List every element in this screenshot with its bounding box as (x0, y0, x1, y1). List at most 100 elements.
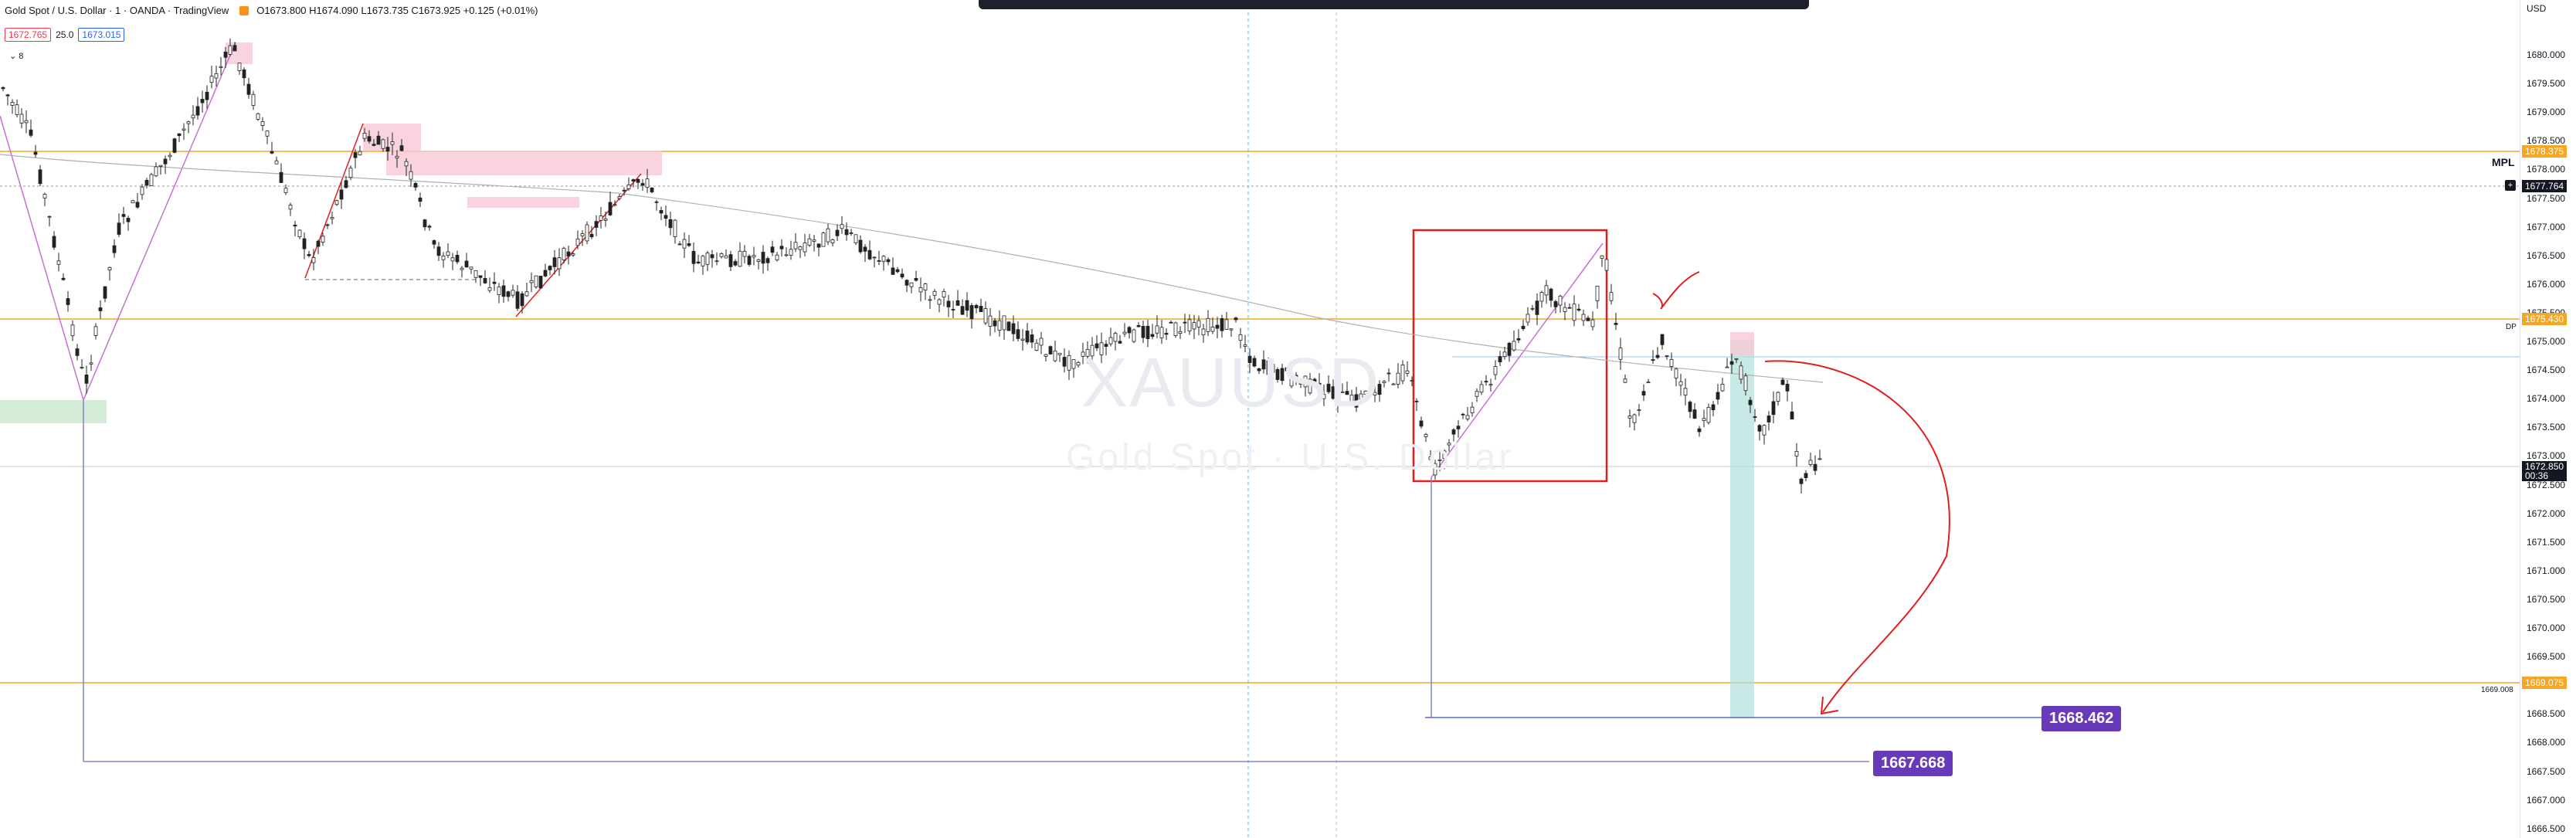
price-axis[interactable]: USD 1680.000 1679.500 1679.000 1678.500 1678… (2520, 0, 2576, 838)
candle-body (506, 291, 511, 297)
buy-price-badge[interactable]: 1673.015 (78, 28, 125, 42)
purple-trend-box[interactable] (1431, 243, 1604, 478)
candle-body (436, 246, 441, 256)
price-tick: 1671.500 (2527, 536, 2566, 548)
candle-body (580, 233, 585, 236)
zigzag-trend[interactable] (0, 42, 236, 402)
price-tick: 1678.500 (2527, 135, 2566, 147)
candle-body (988, 315, 993, 327)
candle-body (311, 257, 316, 263)
candle-body (1030, 334, 1034, 343)
candle-body (1382, 381, 1386, 383)
candle-body (237, 63, 242, 71)
candle-body (1308, 378, 1312, 394)
candle-body (144, 180, 149, 186)
candle-body (775, 254, 779, 261)
candle-body (191, 114, 195, 119)
candle-body (330, 216, 334, 219)
price-tick: 1675.000 (2527, 336, 2566, 347)
measure-label-1[interactable]: 1668.462 (2041, 706, 2122, 731)
candle-body (1414, 400, 1419, 402)
candle-body (140, 186, 144, 195)
symbol-title[interactable]: Gold Spot / U.S. Dollar · 1 · OANDA · Tr… (5, 5, 229, 16)
pink-zone-3[interactable] (386, 151, 662, 175)
candle-body (682, 239, 687, 249)
red-trend-1[interactable] (304, 123, 364, 279)
current-price: 1672.850 (2525, 461, 2564, 472)
watermark-name: Gold Spot · U.S. Dollar (1066, 437, 1515, 478)
candle-body (909, 282, 914, 287)
price-label-low: 1669.075 (2522, 677, 2568, 689)
candle-body (965, 300, 969, 311)
candle-body (117, 222, 121, 235)
candle-body (844, 229, 849, 236)
plus-icon[interactable]: + (2505, 180, 2516, 191)
candle-body (798, 246, 803, 250)
candle-body (473, 270, 478, 278)
pink-zone-5[interactable] (1730, 332, 1754, 355)
dp-note: DP (2506, 323, 2517, 331)
candlestick-series[interactable] (1, 38, 1822, 494)
candle-body (807, 238, 812, 246)
candle-body (47, 215, 52, 218)
candle-body (344, 180, 348, 188)
candle-body (900, 273, 904, 278)
arrow-head[interactable] (1820, 696, 1839, 715)
candle-body (1428, 456, 1433, 460)
currency-label[interactable]: USD (2527, 3, 2547, 14)
indicator-toggle[interactable]: ⌄ 8 (9, 52, 24, 61)
candle-body (1391, 383, 1396, 385)
candle-body (538, 276, 543, 289)
candle-body (1196, 320, 1201, 327)
green-zone[interactable] (0, 400, 107, 423)
price-tick: 1668.000 (2527, 737, 2566, 748)
candle-body (307, 253, 311, 256)
price-tick: 1673.000 (2527, 450, 2566, 462)
measure-label-2[interactable]: 1667.668 (1873, 751, 1953, 776)
candle-body (441, 256, 446, 260)
candle-body (770, 246, 775, 253)
sell-price-badge[interactable]: 1672.765 (5, 28, 52, 42)
candle-body (19, 114, 24, 124)
candle-body (1363, 390, 1368, 395)
candle-body (1734, 358, 1739, 360)
candle-body (1600, 255, 1604, 259)
floating-toolbar[interactable] (979, 0, 1809, 9)
candle-body (409, 171, 413, 180)
symbol-legend[interactable]: Gold Spot / U.S. Dollar · 1 · OANDA · Tr… (5, 5, 538, 16)
candle-body (1804, 473, 1808, 478)
pink-zone-4[interactable] (467, 197, 579, 208)
candle-body (1813, 463, 1817, 471)
candle-body (812, 239, 816, 242)
candle-body (478, 275, 483, 278)
hand-drawn-arc-arrow[interactable] (1764, 360, 1950, 713)
candle-body (918, 287, 923, 293)
mpl-note: MPL (2492, 156, 2515, 168)
candle-body (395, 155, 399, 158)
teal-zone[interactable] (1730, 340, 1754, 718)
hand-drawn-check[interactable] (1652, 271, 1700, 310)
candle-body (1006, 321, 1011, 331)
candle-body (1618, 348, 1623, 360)
candle-body (752, 255, 756, 258)
red-box[interactable] (1412, 229, 1608, 483)
candle-body (1210, 327, 1215, 332)
candle-body (89, 362, 93, 365)
candle-body (1665, 355, 1669, 357)
chart-canvas[interactable] (0, 0, 2520, 838)
low-note: 1669.008 (2481, 686, 2513, 694)
trade-badges[interactable]: 1672.765 25.0 1673.015 (5, 28, 125, 42)
candle-body (1767, 416, 1771, 422)
candle-body (1396, 372, 1400, 385)
candle-body (1090, 344, 1095, 357)
candle-body (733, 261, 738, 266)
candle-body (571, 253, 575, 256)
candle-body (1285, 367, 1289, 372)
candle-body (997, 320, 1002, 331)
price-label-top: 1678.375 (2522, 145, 2568, 158)
candle-body (1424, 433, 1428, 437)
candle-body (1808, 460, 1813, 465)
candle-body (61, 277, 66, 280)
candle-body (687, 243, 691, 246)
